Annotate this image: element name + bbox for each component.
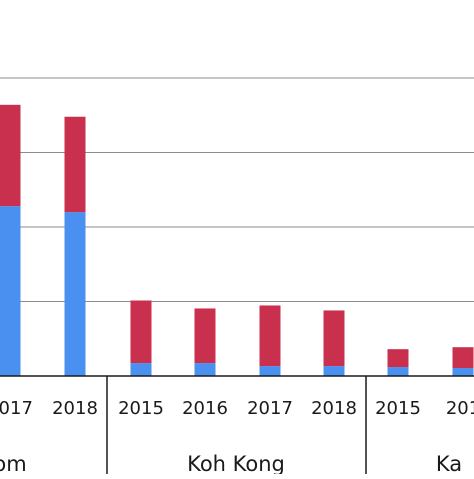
bar-segment-7-series-1: [452, 347, 474, 369]
bar-segment-6-series-1: [387, 349, 409, 368]
x-axis: [0, 375, 474, 474]
bar-segment-1-series-0: [64, 212, 86, 376]
group-label-2: Ka: [436, 452, 462, 474]
bar-segment-0-series-1: [0, 104, 21, 207]
group-label-0: om: [0, 452, 27, 474]
bar-segment-5-series-0: [323, 366, 345, 376]
bars: [0, 104, 474, 376]
bar-segment-6-series-0: [387, 367, 409, 376]
x-tick-label-4: 2017: [247, 398, 293, 419]
bar-segment-2-series-1: [130, 300, 152, 364]
bar-segment-2-series-0: [130, 363, 152, 376]
tick-labels: 2017 2018 2015 2016 2017 2018 2015 201 om Koh Kon…: [0, 398, 474, 476]
bar-segment-4-series-0: [259, 366, 281, 376]
bar-segment-0-series-0: [0, 206, 21, 376]
x-tick-label-7: 201: [446, 398, 474, 419]
bar-segment-7-series-0: [452, 368, 474, 376]
x-tick-label-0: 2017: [0, 398, 33, 419]
bar-segment-3-series-1: [194, 308, 216, 364]
x-tick-label-2: 2015: [118, 398, 164, 419]
bar-segment-3-series-0: [194, 363, 216, 376]
x-tick-label-3: 2016: [182, 398, 228, 419]
x-tick-label-1: 2018: [52, 398, 98, 419]
bar-segment-5-series-1: [323, 310, 345, 367]
bar-segment-1-series-1: [64, 116, 86, 213]
bar-segment-4-series-1: [259, 305, 281, 367]
x-tick-label-5: 2018: [311, 398, 357, 419]
x-tick-label-6: 2015: [375, 398, 421, 419]
group-label-1: Koh Kong: [187, 452, 285, 474]
